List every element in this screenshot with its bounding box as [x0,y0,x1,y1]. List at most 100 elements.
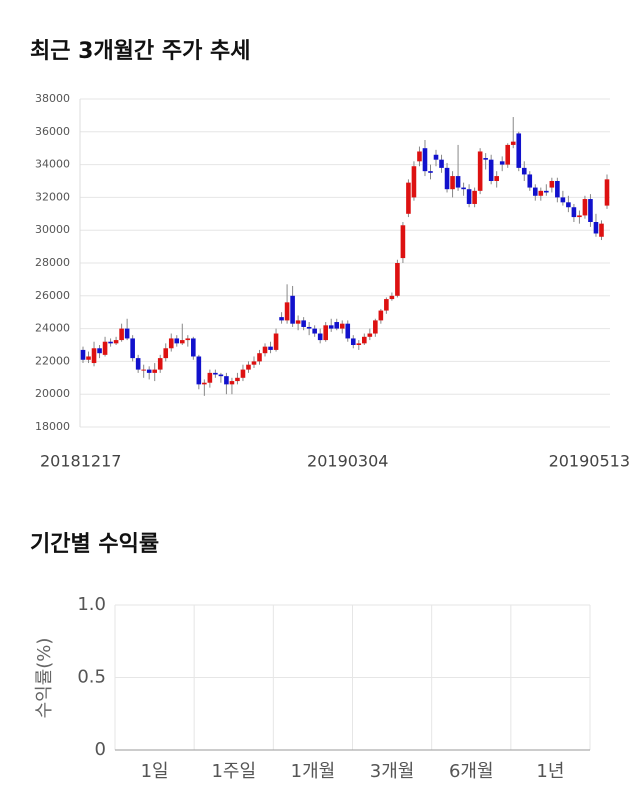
x-tick-label: 20181217 [40,452,121,471]
candle-body [119,328,124,341]
candle-body [185,338,191,341]
candle-body [604,179,610,206]
candle-body [433,154,439,160]
candle-body [521,167,527,175]
candle-body [196,356,202,385]
candle-body [367,333,373,337]
candle-body [488,159,494,181]
candle-body [560,197,566,203]
candle-body [455,176,461,188]
candle-body [472,190,477,204]
candle-body [124,328,130,339]
candle-body [411,166,417,198]
candle-body [494,176,499,181]
candle-body [378,310,384,321]
x-tick-label: 1년 [536,761,564,782]
candle-body [588,199,593,222]
candle-body [477,151,483,191]
candle-body [246,364,251,370]
candle-body [328,325,334,329]
candle-body [268,346,273,350]
candle-body [146,369,152,373]
candle-body [384,299,389,311]
candle-body [571,207,577,218]
candle-body [224,376,229,385]
candle-body [179,340,185,344]
chart-title: 최근 3개월간 주가 추세 [30,39,250,64]
candle-body [163,348,169,359]
candle-body [306,326,312,329]
candle-body [483,158,488,160]
candle-body [207,372,213,383]
x-tick-label: 1주일 [211,761,256,782]
candle-body [389,295,395,300]
candle-body [593,222,599,234]
y-tick-label: 30000 [35,223,70,236]
candle-body [544,190,549,193]
candle-body [577,215,582,218]
candle-body [86,356,91,360]
candle-body [345,323,351,339]
candle-body [235,377,240,382]
y-tick-label: 1.0 [77,594,106,615]
candle-body [157,358,163,370]
chart-title: 기간별 수익률 [30,532,159,557]
candle-body [499,161,505,165]
candle-body [323,325,328,341]
candle-body [527,174,533,188]
x-tick-label: 20190304 [307,452,388,471]
candle-body [549,181,555,188]
candle-body [191,338,196,357]
y-tick-label: 28000 [35,256,70,269]
candle-body [417,151,422,162]
y-tick-label: 36000 [35,125,70,138]
candle-body [80,349,86,360]
candle-body [273,333,279,350]
candle-body [422,148,428,172]
y-tick-label: 26000 [35,289,70,302]
candle-body [510,141,516,145]
x-tick-label: 20190513 [549,452,630,471]
candle-body [257,353,262,362]
candle-body [218,374,224,377]
candle-body [290,295,295,324]
y-tick-label: 24000 [35,322,70,335]
candle-body [334,322,340,329]
candle-body [373,320,378,334]
candle-body [251,361,257,365]
candle-body [262,346,268,354]
candle-body [295,320,301,324]
y-tick-label: 20000 [35,387,70,400]
candle-body [141,369,146,371]
candle-body [406,182,411,214]
candle-body [312,328,317,334]
candle-body [317,333,323,341]
candle-body [461,187,466,190]
candle-body [301,320,306,327]
candle-body [439,159,444,168]
candle-body [202,382,207,385]
candle-body [582,199,588,216]
candle-body [279,317,284,321]
candle-body [466,189,472,204]
candle-body [395,263,400,296]
candle-body [97,348,102,354]
candle-body [599,223,604,237]
candle-body [362,336,367,344]
candle-body [356,343,362,345]
candle-body [444,167,450,190]
candle-body [284,302,290,321]
candle-body [168,338,174,349]
candle-body [102,341,108,355]
x-tick-label: 6개월 [449,761,494,782]
candle-body [339,323,345,329]
candle-body [400,225,406,259]
y-tick-label: 38000 [35,92,70,105]
y-tick-label: 0 [95,739,106,760]
y-tick-label: 22000 [35,354,70,367]
candle-body [505,144,511,165]
candle-body [428,171,433,173]
candle-body [113,340,119,344]
candle-body [213,372,218,375]
candle-body [538,190,544,196]
